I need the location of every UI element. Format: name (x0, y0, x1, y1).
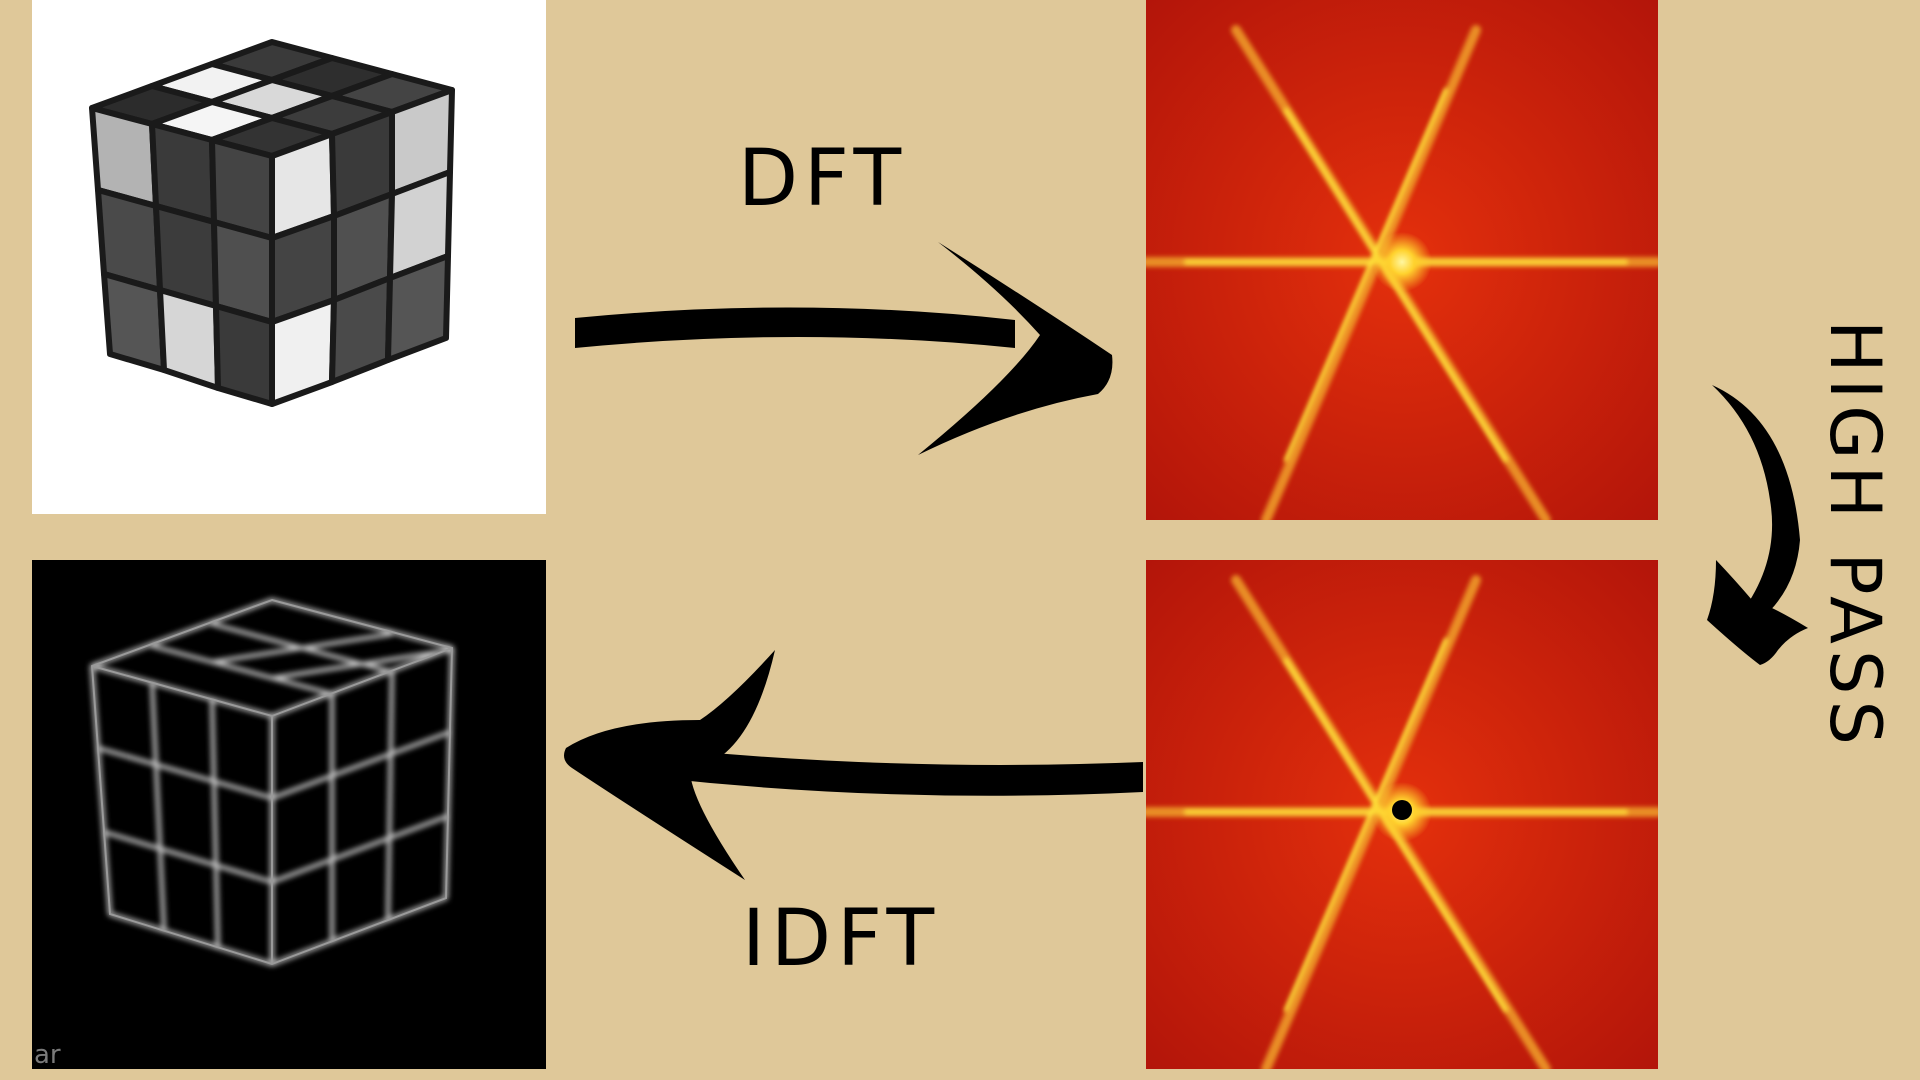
idft-label: IDFT (742, 894, 941, 984)
dft-label: DFT (738, 134, 908, 224)
high-pass-arrow-icon (1707, 385, 1808, 665)
original-cube-image (32, 0, 546, 514)
star-spectrum-icon (1146, 0, 1658, 520)
high-pass-spectrum-image (1146, 560, 1658, 1069)
masked-spectrum-icon (1146, 560, 1658, 1069)
dft-arrow-icon (575, 242, 1113, 455)
watermark-text: ar (34, 1040, 61, 1070)
rubiks-cube-icon (89, 39, 455, 407)
idft-arrow-icon (564, 650, 1143, 880)
high-pass-mask-dot (1392, 800, 1412, 820)
frequency-spectrum-image (1146, 0, 1658, 520)
edge-cube-icon (90, 598, 454, 966)
high-pass-label: HIGH PASS (1814, 320, 1896, 751)
filtered-cube-image (32, 560, 546, 1069)
